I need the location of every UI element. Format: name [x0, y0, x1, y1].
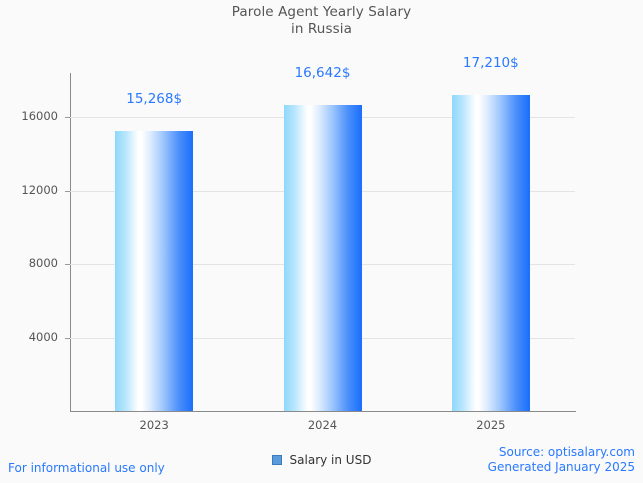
chart-title-line-2: in Russia	[291, 21, 352, 37]
y-axis-tick-mark	[65, 190, 70, 192]
bar-value-label-2023: 15,268$	[126, 90, 183, 107]
bar-value-label-2024: 16,642$	[294, 65, 351, 82]
bar-2024[interactable]	[283, 105, 362, 411]
y-axis-tick-mark	[65, 117, 70, 119]
y-axis-line	[70, 73, 71, 412]
footer-source-block: Source: optisalary.com Generated January…	[488, 445, 635, 475]
bar-2025[interactable]	[451, 94, 530, 411]
bar-2023[interactable]	[115, 130, 194, 411]
y-axis-tick-label: 8000	[28, 256, 58, 271]
bar-value-label-2025: 17,210$	[462, 54, 519, 71]
legend-label-salary-in-usd: Salary in USD	[289, 453, 372, 467]
chart-title-line-1: Parole Agent Yearly Salary	[231, 4, 412, 20]
x-axis-label-2023: 2023	[139, 418, 169, 432]
x-axis-label-2025: 2025	[476, 418, 506, 432]
chart-title: Parole Agent Yearly Salary in Russia	[0, 4, 643, 38]
footer-source: Source: optisalary.com	[498, 445, 635, 459]
x-axis-line	[70, 411, 576, 412]
legend-swatch-salary-in-usd	[271, 455, 282, 465]
y-axis-tick-mark	[65, 337, 70, 339]
x-axis-label-2024: 2024	[307, 418, 338, 432]
footer-disclaimer: For informational use only	[8, 461, 165, 475]
footer-generated-date: Generated January 2025	[487, 460, 635, 474]
y-axis-tick-label: 4000	[28, 329, 58, 344]
y-axis-tick-label: 12000	[21, 182, 58, 197]
y-axis-tick-label: 16000	[21, 109, 58, 124]
y-axis-tick-mark	[65, 264, 70, 266]
